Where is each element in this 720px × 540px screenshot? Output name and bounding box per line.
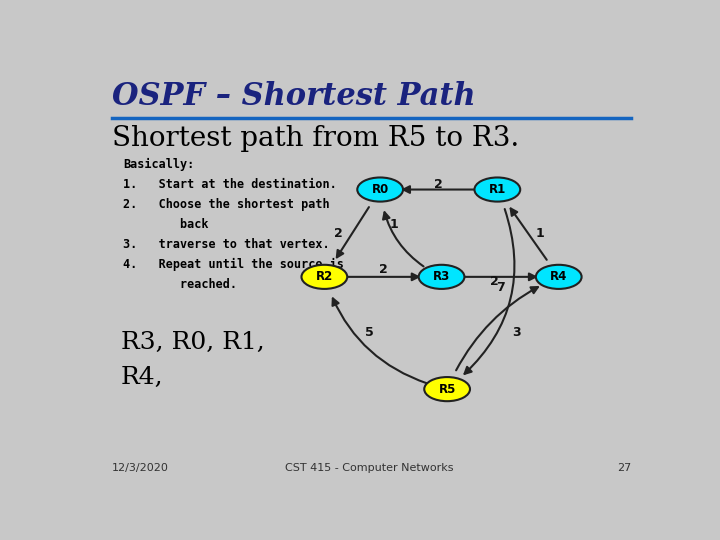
Text: CST 415 - Computer Networks: CST 415 - Computer Networks <box>284 463 454 473</box>
Text: Basically:: Basically: <box>124 158 194 171</box>
FancyArrowPatch shape <box>345 274 418 280</box>
Text: back: back <box>124 218 209 231</box>
Text: R3, R0, R1,: R3, R0, R1, <box>121 331 264 354</box>
FancyArrowPatch shape <box>510 208 546 260</box>
Text: 27: 27 <box>617 463 631 473</box>
Ellipse shape <box>418 265 464 289</box>
FancyArrowPatch shape <box>403 186 477 193</box>
Text: R4: R4 <box>550 271 567 284</box>
Text: 2: 2 <box>490 274 499 287</box>
Text: 5: 5 <box>364 327 374 340</box>
FancyArrowPatch shape <box>333 299 427 383</box>
Text: 4.   Repeat until the source is: 4. Repeat until the source is <box>124 258 344 271</box>
FancyArrowPatch shape <box>383 212 423 266</box>
Text: R0: R0 <box>372 183 389 196</box>
Text: reached.: reached. <box>124 278 238 291</box>
Text: 3.   traverse to that vertex.: 3. traverse to that vertex. <box>124 238 330 251</box>
Text: OSPF – Shortest Path: OSPF – Shortest Path <box>112 82 476 112</box>
Text: 2: 2 <box>334 227 343 240</box>
Text: 1: 1 <box>536 227 545 240</box>
Text: 2: 2 <box>379 263 387 276</box>
Text: 2.   Choose the shortest path: 2. Choose the shortest path <box>124 198 330 211</box>
FancyArrowPatch shape <box>337 207 369 258</box>
Ellipse shape <box>357 178 403 201</box>
Text: 1.   Start at the destination.: 1. Start at the destination. <box>124 178 337 191</box>
FancyArrowPatch shape <box>456 287 538 370</box>
Text: 7: 7 <box>496 281 505 294</box>
Ellipse shape <box>536 265 582 289</box>
Text: 2: 2 <box>434 178 443 191</box>
Ellipse shape <box>424 377 470 401</box>
FancyArrowPatch shape <box>464 209 515 374</box>
Text: 12/3/2020: 12/3/2020 <box>112 463 169 473</box>
Text: R1: R1 <box>489 183 506 196</box>
Text: R2: R2 <box>316 271 333 284</box>
Text: R3: R3 <box>433 271 450 284</box>
Text: Shortest path from R5 to R3.: Shortest path from R5 to R3. <box>112 125 520 152</box>
Ellipse shape <box>474 178 521 201</box>
Text: R4,: R4, <box>121 366 163 389</box>
Ellipse shape <box>302 265 347 289</box>
Text: 3: 3 <box>513 327 521 340</box>
FancyArrowPatch shape <box>462 274 536 280</box>
Text: R5: R5 <box>438 383 456 396</box>
Text: 1: 1 <box>390 218 398 231</box>
